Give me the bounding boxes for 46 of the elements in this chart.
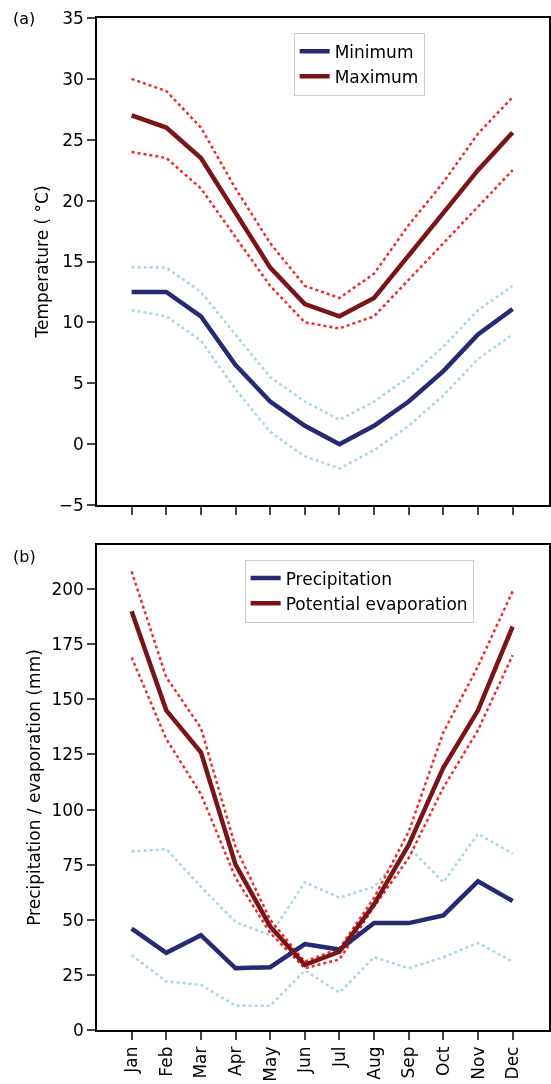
- x-tick-label: Apr: [225, 1046, 246, 1076]
- line-series: [130, 266, 514, 422]
- text: (a): [13, 9, 36, 28]
- y-tick-label: 0: [73, 434, 84, 455]
- legend-label: Minimum: [334, 41, 414, 62]
- y-tick-label: 0: [73, 1019, 84, 1040]
- legend-label: Potential evaporation: [285, 593, 468, 614]
- y-tick-label: 75: [62, 854, 84, 875]
- legend-label: Precipitation: [285, 568, 392, 589]
- x-tick-label: May: [259, 1046, 280, 1082]
- x-tick-label: Oct: [432, 1046, 453, 1076]
- y-tick-label: 25: [62, 964, 84, 985]
- line-series: [130, 832, 514, 937]
- x-tick-label: Jun: [294, 1046, 315, 1075]
- y-tick-label: 125: [51, 744, 84, 765]
- y-tick-label: 20: [62, 190, 84, 211]
- y-tick-label: 10: [62, 312, 84, 333]
- x-tick-label: Jul: [328, 1046, 349, 1069]
- y-axis-title: Precipitation / evaporation (mm): [24, 649, 45, 926]
- line-series: [130, 150, 514, 330]
- x-tick-label: Nov: [467, 1046, 488, 1080]
- y-tick-label: 50: [62, 909, 84, 930]
- line-series: [129, 289, 515, 447]
- legend-label: Maximum: [334, 66, 419, 87]
- y-tick-label: 175: [51, 634, 84, 655]
- y-tick-label: −5: [58, 494, 84, 515]
- x-tick-label: Sep: [398, 1046, 419, 1079]
- y-axis-title: Temperature ( °C): [31, 185, 52, 339]
- text: (b): [13, 547, 36, 566]
- line-series: [130, 941, 514, 1007]
- line-series: [130, 308, 514, 470]
- y-tick-label: 25: [62, 129, 84, 150]
- line-series: [129, 113, 515, 319]
- x-tick-label: Dec: [502, 1046, 523, 1080]
- line-series: [129, 878, 515, 971]
- x-tick-label: Feb: [155, 1046, 176, 1077]
- y-tick-label: 5: [73, 373, 84, 394]
- x-tick-label: Jan: [121, 1046, 142, 1074]
- y-tick-label: 150: [51, 689, 84, 710]
- x-tick-label: Aug: [363, 1046, 384, 1080]
- x-tick-label: Mar: [190, 1046, 211, 1079]
- y-tick-label: 100: [51, 799, 84, 820]
- y-tick-label: 35: [62, 7, 84, 28]
- y-tick-label: 15: [62, 251, 84, 272]
- y-tick-label: 200: [51, 579, 84, 600]
- y-tick-label: 30: [62, 68, 84, 89]
